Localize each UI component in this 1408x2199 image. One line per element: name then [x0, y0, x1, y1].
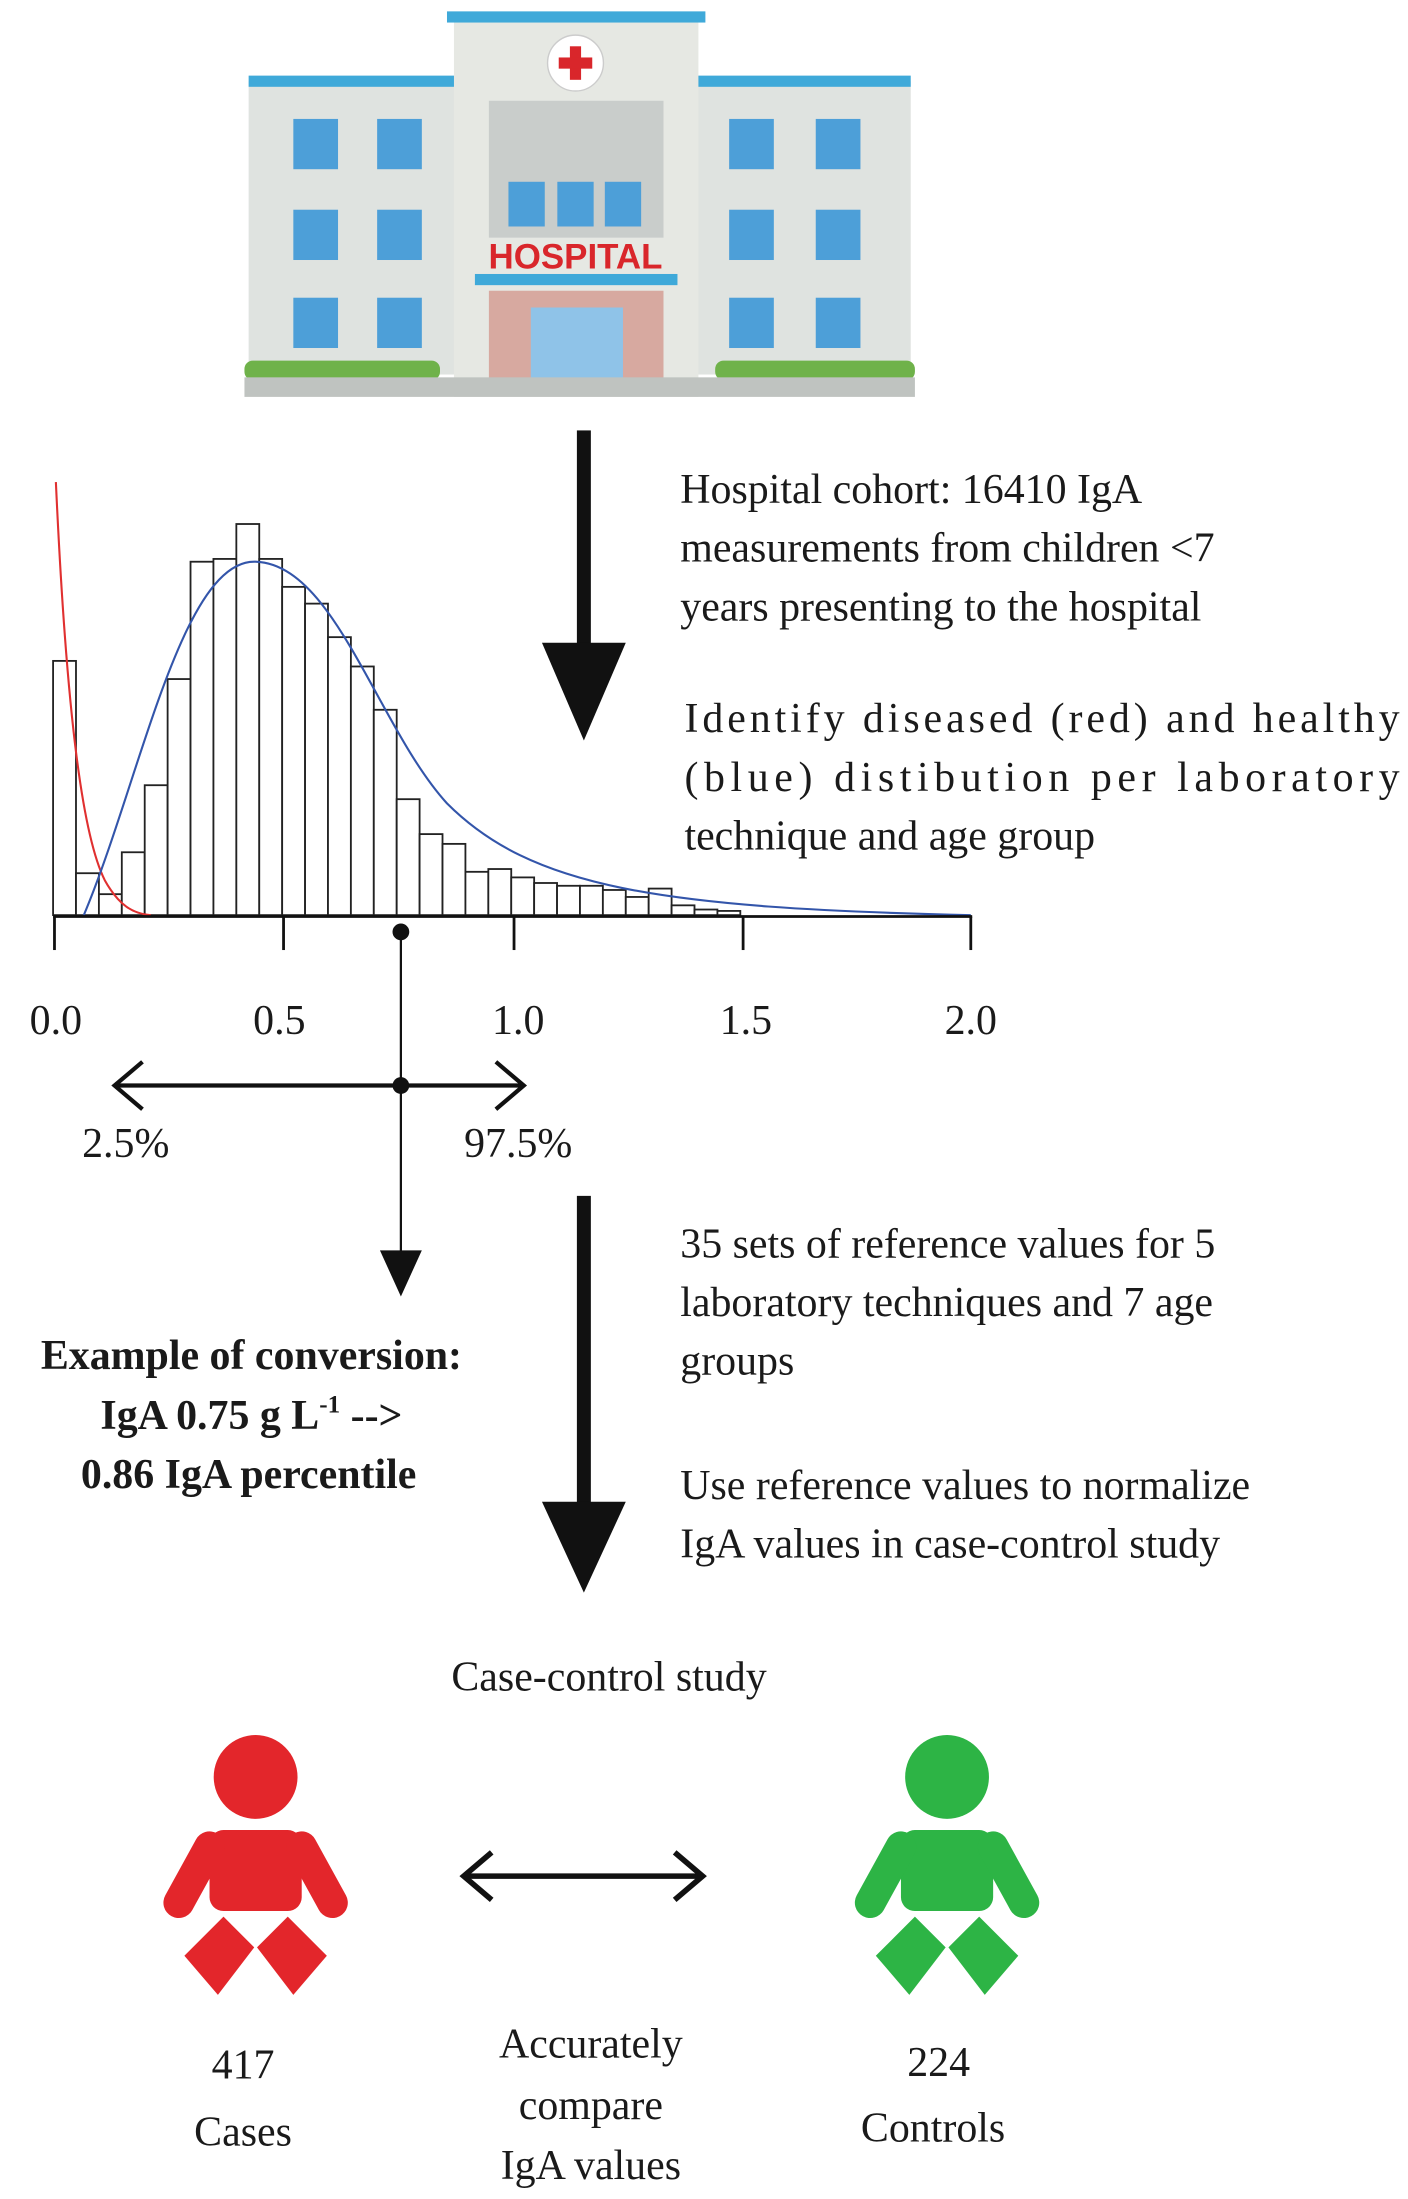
tick-label: 1.5 [720, 998, 772, 1044]
compare-arrow [459, 1850, 707, 1903]
identify-text: technique and age group [684, 813, 1095, 859]
identify-text: Identify diseased (red) and healthy [684, 696, 1399, 742]
example-text: --> [340, 1393, 402, 1439]
tick-label: 0.0 [30, 998, 82, 1044]
case-count: 417 [212, 2043, 275, 2089]
hospital-illustration: HOSPITAL [244, 11, 915, 397]
healthy-curve [82, 560, 971, 917]
tick-label: 1.0 [492, 998, 544, 1044]
tick-label: 0.5 [253, 998, 305, 1044]
range-label: 2.5% [82, 1121, 169, 1167]
example-text: IgA 0.75 g L [100, 1393, 319, 1439]
normalize-text: Use reference values to normalize [680, 1463, 1250, 1509]
diseased-curve [54, 482, 151, 917]
range-label: 97.5% [464, 1121, 572, 1167]
cohort-text: years presenting to the hospital [680, 584, 1201, 630]
flow-arrows [541, 430, 626, 1593]
x-axis [53, 915, 973, 1258]
control-count: 224 [907, 2040, 970, 2086]
cohort-text: Hospital cohort: 16410 IgA [680, 467, 1142, 513]
hospital-sign: HOSPITAL [489, 237, 663, 276]
cohort-text: measurements from children <7 [680, 526, 1214, 572]
axis-labels: 0.0 0.5 1.0 1.5 2.0 2.5% 97.5% [30, 998, 997, 1167]
point [392, 1077, 410, 1094]
example-text: Example of conversion: [41, 1333, 462, 1379]
compare-text: compare [519, 2083, 663, 2129]
histogram [52, 523, 742, 917]
reference-text: groups [680, 1339, 794, 1385]
control-baby [854, 1735, 1040, 1995]
reference-text: laboratory techniques and 7 age [680, 1280, 1213, 1326]
case-baby [163, 1735, 348, 1995]
point [392, 923, 410, 941]
example-text: 0.86 IgA percentile [81, 1452, 416, 1498]
identify-text: (blue) distibution per laboratory [684, 755, 1399, 801]
control-label: Controls [861, 2106, 1005, 2152]
compare-text: Accurately [499, 2022, 683, 2068]
normalize-text: IgA values in case-control study [680, 1522, 1220, 1568]
tick-label: 2.0 [945, 998, 997, 1044]
example-text: IgA 0.75 g L-1 --> [100, 1391, 402, 1439]
case-label: Cases [194, 2110, 292, 2156]
study-title: Case-control study [451, 1654, 766, 1700]
arrow-head [379, 1250, 422, 1297]
reference-text: 35 sets of reference values for 5 [680, 1221, 1215, 1267]
superscript: -1 [319, 1391, 340, 1418]
compare-text: IgA values [501, 2143, 681, 2189]
